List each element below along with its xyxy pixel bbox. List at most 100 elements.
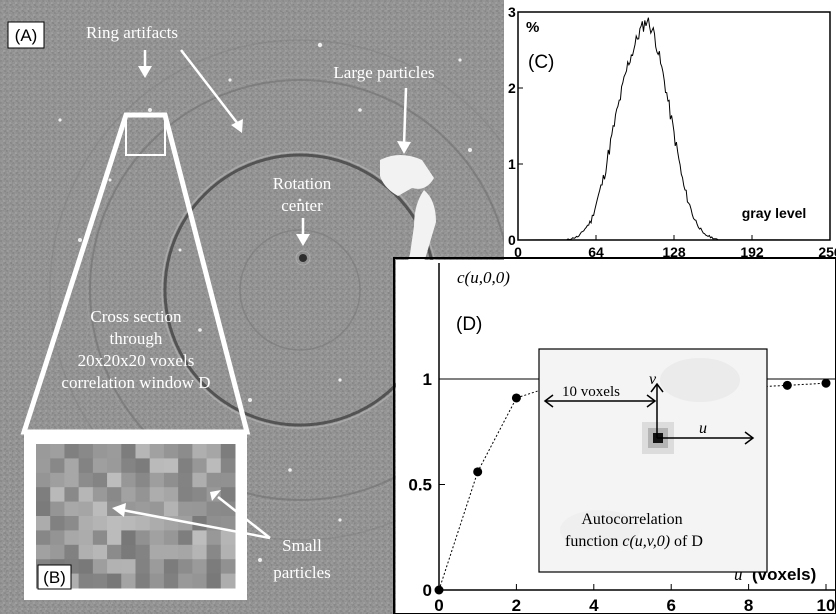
voxel — [92, 458, 108, 474]
voxel — [149, 472, 165, 488]
voxel — [107, 458, 122, 474]
cross-section-label-4: correlation window D — [61, 373, 210, 392]
voxel — [220, 501, 236, 517]
voxel — [178, 444, 193, 459]
voxel — [107, 472, 122, 488]
panel-b: (B) — [24, 432, 247, 600]
panel-d-x-label-var: u — [734, 565, 743, 584]
voxel — [220, 472, 236, 488]
voxel — [192, 472, 208, 488]
voxel — [78, 516, 94, 531]
inset-scale-label: 10 voxels — [562, 384, 620, 400]
small-particles-label-1: Small — [282, 536, 322, 555]
voxel — [206, 444, 222, 459]
voxel — [220, 487, 236, 503]
panel-c-y-unit: % — [526, 19, 539, 36]
voxel — [121, 472, 136, 488]
voxel — [178, 573, 193, 589]
voxel — [50, 487, 65, 503]
voxel — [78, 559, 94, 575]
voxel — [78, 544, 94, 560]
voxel — [36, 472, 51, 488]
voxel — [178, 472, 193, 488]
rotation-center-label-2: center — [281, 196, 323, 215]
voxel — [178, 530, 193, 546]
voxel — [178, 544, 193, 560]
panel-c-x-tick-label: 64 — [588, 244, 604, 260]
voxel — [206, 544, 222, 560]
panel-d-x-label-unit: (voxels) — [752, 565, 816, 584]
inset-axis-u: u — [699, 420, 707, 437]
voxel — [135, 516, 151, 531]
voxel — [107, 487, 122, 503]
voxel — [36, 544, 51, 560]
voxel — [149, 573, 165, 589]
cross-section-label-2: through — [110, 329, 163, 348]
voxel — [121, 516, 136, 531]
voxel — [149, 516, 165, 531]
panel-c-plot-area — [517, 11, 831, 241]
panel-d-x-tick-label: 6 — [666, 596, 675, 614]
voxel — [135, 458, 151, 474]
voxel — [220, 559, 236, 575]
voxel — [107, 516, 122, 531]
autocorrelation-point — [821, 378, 831, 388]
voxel — [163, 501, 179, 517]
voxel — [206, 458, 222, 474]
voxel — [107, 444, 122, 459]
voxel — [220, 573, 236, 589]
panel-a-label-box — [7, 21, 45, 49]
voxel — [135, 544, 151, 560]
voxel — [163, 472, 179, 488]
voxel — [206, 559, 222, 575]
voxel — [64, 530, 80, 546]
voxel — [206, 472, 222, 488]
voxel — [107, 559, 122, 575]
autocorrelation-point — [434, 585, 444, 595]
voxel — [64, 458, 80, 474]
annotation-arrows — [112, 49, 411, 540]
ring-artifacts-label: Ring artifacts — [86, 23, 178, 42]
voxel — [178, 559, 193, 575]
voxel — [178, 516, 193, 531]
panel-c-x-tick-label: 128 — [662, 244, 686, 260]
panel-d-label: (D) — [456, 314, 482, 335]
voxel — [107, 573, 122, 589]
panel-c-y-tick-label: 3 — [508, 4, 516, 20]
voxel — [64, 472, 80, 488]
voxel — [135, 472, 151, 488]
inset-caption-2: function c(u,v,0) of D — [565, 533, 703, 550]
panel-d-y-tick-label: 0 — [423, 581, 432, 600]
voxel — [135, 444, 151, 459]
voxel — [149, 444, 165, 459]
voxel — [64, 516, 80, 531]
cross-section-label-3: 20x20x20 voxels — [78, 351, 195, 370]
voxel — [121, 530, 136, 546]
voxel — [50, 458, 65, 474]
voxel — [92, 487, 108, 503]
voxel — [36, 501, 51, 517]
panel-a-label: (A) — [15, 26, 38, 45]
voxel — [206, 501, 222, 517]
panel-d-x-tick-label: 0 — [434, 596, 443, 614]
panel-c-x-label: gray level — [742, 205, 807, 221]
voxel — [78, 444, 94, 459]
panel-c-y-tick-label: 2 — [508, 80, 516, 96]
voxel — [50, 544, 65, 560]
voxel — [192, 559, 208, 575]
panel-b-label: (B) — [43, 568, 66, 587]
panel-b-label-box — [37, 564, 72, 590]
voxel — [178, 501, 193, 517]
voxel — [192, 444, 208, 459]
voxel — [78, 458, 94, 474]
voxel — [107, 530, 122, 546]
voxel — [206, 573, 222, 589]
voxel-mosaic — [36, 444, 236, 589]
voxel — [121, 487, 136, 503]
voxel — [64, 487, 80, 503]
histogram-curve — [517, 17, 831, 241]
voxel — [92, 573, 108, 589]
voxel — [78, 573, 94, 589]
voxel — [121, 458, 136, 474]
voxel — [149, 559, 165, 575]
